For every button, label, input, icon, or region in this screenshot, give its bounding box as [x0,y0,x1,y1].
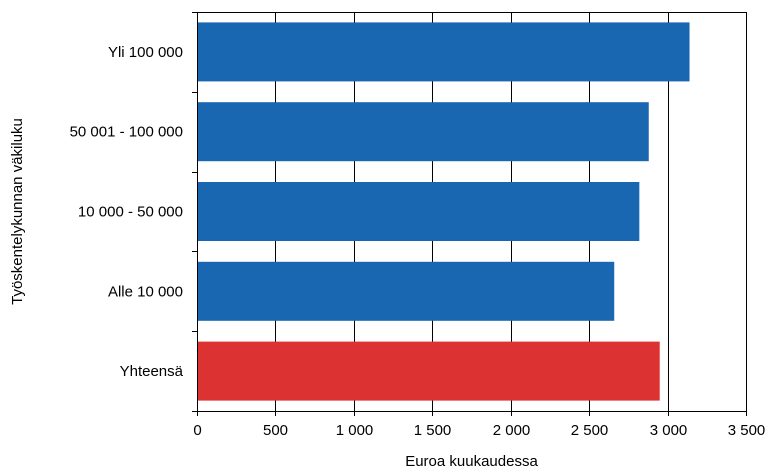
y-tick-label: Yhteensä [120,363,184,380]
x-tick-label: 500 [263,422,288,439]
bar-yli-100-000 [198,22,690,82]
x-tick-labels: 0 500 1 000 1 500 2 000 2 500 3 000 3 500 [193,422,765,439]
bars [198,22,690,401]
x-tick-label: 1 500 [414,422,452,439]
y-tick-label: 50 001 - 100 000 [70,124,183,141]
x-tick-label: 0 [193,422,201,439]
y-tick-label: Yli 100 000 [108,44,183,61]
x-tick-label: 1 000 [336,422,374,439]
y-tick-label: Alle 10 000 [108,283,183,300]
x-axis-title: Euroa kuukaudessa [405,453,538,470]
x-tick-label: 3 500 [728,422,766,439]
x-tick-label: 2 000 [493,422,531,439]
bar-50-001-100-000 [198,102,649,162]
axis-ticks [192,12,747,416]
x-tick-label: 2 500 [571,422,609,439]
x-tick-label: 3 000 [650,422,688,439]
bar-alle-10-000 [198,261,615,321]
y-tick-labels: Yli 100 000 50 001 - 100 000 10 000 - 50 0… [70,44,184,380]
plot-frame [197,12,747,412]
bar-10-000-50-000 [198,182,640,241]
y-axis-title: Työskentelykunnan väkiluku [9,118,26,305]
y-tick-label: 10 000 - 50 000 [78,204,183,221]
bar-yhteensä [198,341,660,401]
